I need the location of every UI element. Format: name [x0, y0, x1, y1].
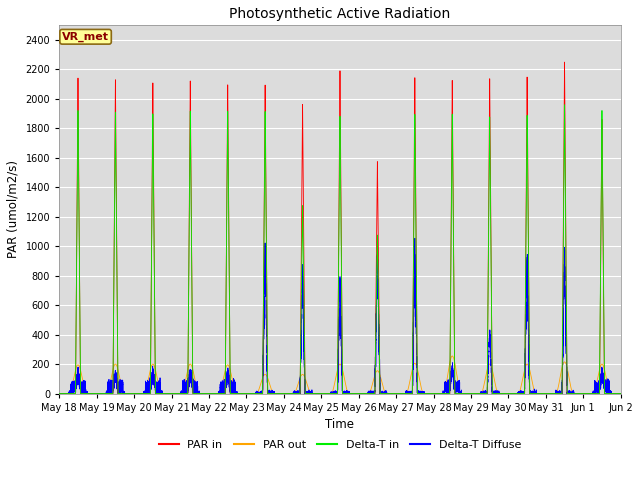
Y-axis label: PAR (umol/m2/s): PAR (umol/m2/s): [7, 160, 20, 258]
Text: VR_met: VR_met: [62, 32, 109, 42]
X-axis label: Time: Time: [326, 418, 355, 431]
Title: Photosynthetic Active Radiation: Photosynthetic Active Radiation: [229, 7, 451, 21]
Legend: PAR in, PAR out, Delta-T in, Delta-T Diffuse: PAR in, PAR out, Delta-T in, Delta-T Dif…: [154, 435, 526, 455]
